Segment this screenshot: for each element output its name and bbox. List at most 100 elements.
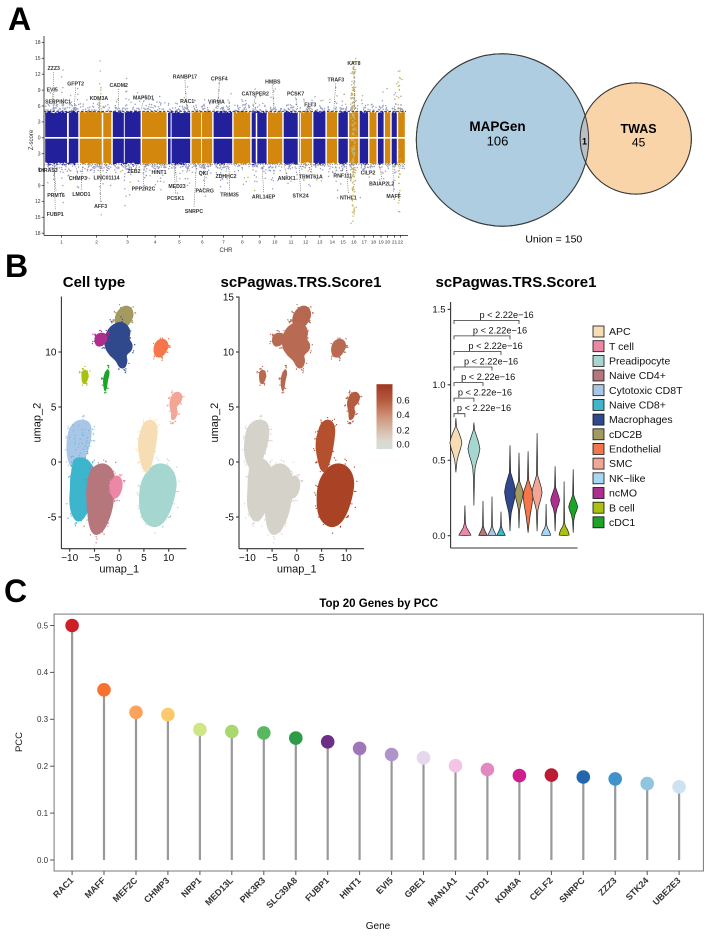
- svg-text:1: 1: [60, 240, 63, 246]
- svg-text:HMBS: HMBS: [265, 79, 281, 85]
- svg-text:p < 2.22e−16: p < 2.22e−16: [458, 388, 512, 398]
- svg-text:LMOD1: LMOD1: [72, 192, 90, 198]
- svg-text:6: 6: [201, 240, 204, 246]
- svg-text:0.0: 0.0: [37, 856, 49, 865]
- svg-text:MAN1A1: MAN1A1: [426, 875, 459, 908]
- svg-text:umap_1: umap_1: [99, 564, 139, 576]
- svg-text:14: 14: [330, 240, 336, 246]
- svg-text:0: 0: [51, 458, 57, 469]
- svg-text:Union = 150: Union = 150: [525, 234, 582, 246]
- svg-text:3: 3: [38, 152, 41, 158]
- svg-text:cDC1: cDC1: [609, 517, 635, 529]
- svg-text:PPP2R2C: PPP2R2C: [132, 187, 156, 193]
- svg-text:MAFF: MAFF: [83, 875, 108, 900]
- svg-text:GFPT2: GFPT2: [67, 82, 84, 88]
- svg-text:1: 1: [582, 137, 587, 147]
- svg-text:CHR: CHR: [220, 248, 234, 254]
- svg-text:10: 10: [341, 553, 353, 564]
- svg-text:CHMP3: CHMP3: [142, 875, 171, 904]
- svg-text:18: 18: [35, 231, 41, 237]
- svg-text:p < 2.22e−16: p < 2.22e−16: [464, 357, 518, 367]
- svg-text:SNRPC: SNRPC: [557, 875, 587, 905]
- svg-text:FLT3: FLT3: [304, 102, 316, 108]
- svg-text:UBE2E3: UBE2E3: [651, 875, 683, 907]
- svg-text:RAC1: RAC1: [180, 99, 194, 105]
- svg-text:0.2: 0.2: [397, 425, 410, 436]
- svg-text:0: 0: [228, 458, 234, 469]
- svg-text:CADM2: CADM2: [109, 83, 128, 89]
- svg-text:13: 13: [317, 240, 323, 246]
- svg-text:Preadipocyte: Preadipocyte: [609, 356, 670, 368]
- svg-text:STK24: STK24: [293, 193, 309, 199]
- svg-text:PACRG: PACRG: [196, 189, 214, 195]
- svg-text:6: 6: [38, 167, 41, 173]
- svg-text:20: 20: [385, 240, 391, 246]
- svg-text:Macrophages: Macrophages: [609, 414, 673, 426]
- svg-text:3: 3: [38, 120, 41, 126]
- svg-text:RANBP17: RANBP17: [173, 74, 197, 80]
- svg-text:0: 0: [38, 136, 41, 142]
- svg-text:Endothelial: Endothelial: [609, 444, 661, 456]
- svg-text:9: 9: [258, 240, 261, 246]
- svg-text:−5: −5: [266, 553, 278, 564]
- svg-text:GBE1: GBE1: [403, 875, 427, 899]
- svg-text:MEF2C: MEF2C: [111, 875, 140, 904]
- svg-text:10: 10: [163, 553, 175, 564]
- svg-text:SNRPC: SNRPC: [185, 209, 203, 215]
- svg-text:PRMT6: PRMT6: [47, 193, 65, 199]
- svg-text:SMC: SMC: [609, 458, 633, 470]
- svg-text:6: 6: [38, 104, 41, 110]
- svg-text:9: 9: [38, 88, 41, 94]
- svg-text:0.1: 0.1: [37, 809, 49, 818]
- svg-text:4: 4: [154, 240, 157, 246]
- svg-text:CELF2: CELF2: [528, 875, 555, 902]
- svg-text:12: 12: [303, 240, 309, 246]
- svg-text:17: 17: [362, 240, 368, 246]
- svg-text:p < 2.22e−16: p < 2.22e−16: [468, 341, 522, 351]
- svg-text:umap_2: umap_2: [31, 403, 43, 443]
- svg-text:ANKK1: ANKK1: [278, 176, 296, 182]
- svg-text:STK24: STK24: [624, 875, 651, 902]
- svg-text:0: 0: [116, 553, 122, 564]
- svg-text:10: 10: [223, 348, 235, 359]
- svg-text:C: C: [4, 573, 27, 609]
- svg-text:FUBP1: FUBP1: [47, 212, 64, 218]
- svg-text:ZEB2: ZEB2: [127, 169, 140, 175]
- svg-text:NTHL1: NTHL1: [340, 196, 357, 202]
- svg-text:18: 18: [35, 40, 41, 46]
- svg-text:HINT1: HINT1: [338, 875, 363, 900]
- svg-text:Z-score: Z-score: [29, 129, 35, 150]
- svg-text:p < 2.22e−16: p < 2.22e−16: [457, 403, 511, 413]
- svg-text:0.0: 0.0: [397, 439, 410, 450]
- svg-text:p < 2.22e−16: p < 2.22e−16: [480, 310, 534, 320]
- svg-text:T cell: T cell: [609, 341, 634, 353]
- svg-text:−5: −5: [89, 553, 101, 564]
- svg-text:ZZZ3: ZZZ3: [596, 875, 618, 897]
- svg-text:16: 16: [351, 240, 357, 246]
- svg-text:0.0: 0.0: [432, 531, 445, 542]
- svg-text:1.0: 1.0: [432, 380, 445, 391]
- svg-text:0.4: 0.4: [397, 410, 410, 421]
- svg-text:11: 11: [289, 240, 294, 246]
- svg-text:RNF111: RNF111: [333, 173, 352, 179]
- svg-text:KDM3A: KDM3A: [493, 875, 523, 905]
- svg-text:MAP6D1: MAP6D1: [133, 95, 154, 101]
- svg-text:HINT1: HINT1: [152, 170, 167, 176]
- svg-text:8: 8: [241, 240, 244, 246]
- svg-text:Naive CD8+: Naive CD8+: [609, 400, 666, 412]
- svg-text:0.2: 0.2: [37, 762, 49, 771]
- svg-text:p < 2.22e−16: p < 2.22e−16: [461, 372, 515, 382]
- svg-text:0.5: 0.5: [37, 621, 49, 630]
- svg-text:PCC: PCC: [14, 732, 25, 752]
- svg-text:umap_1: umap_1: [277, 564, 317, 576]
- svg-text:21: 21: [392, 240, 398, 246]
- svg-text:CILP2: CILP2: [361, 171, 376, 177]
- svg-text:10: 10: [272, 240, 278, 246]
- svg-text:-5: -5: [225, 513, 234, 524]
- svg-text:LINC01114: LINC01114: [94, 176, 120, 182]
- svg-text:45: 45: [632, 136, 646, 150]
- svg-text:TWAS: TWAS: [621, 122, 657, 136]
- svg-text:MED23: MED23: [168, 184, 185, 190]
- svg-text:MED13L: MED13L: [203, 875, 236, 908]
- svg-text:MAPGen: MAPGen: [469, 119, 525, 134]
